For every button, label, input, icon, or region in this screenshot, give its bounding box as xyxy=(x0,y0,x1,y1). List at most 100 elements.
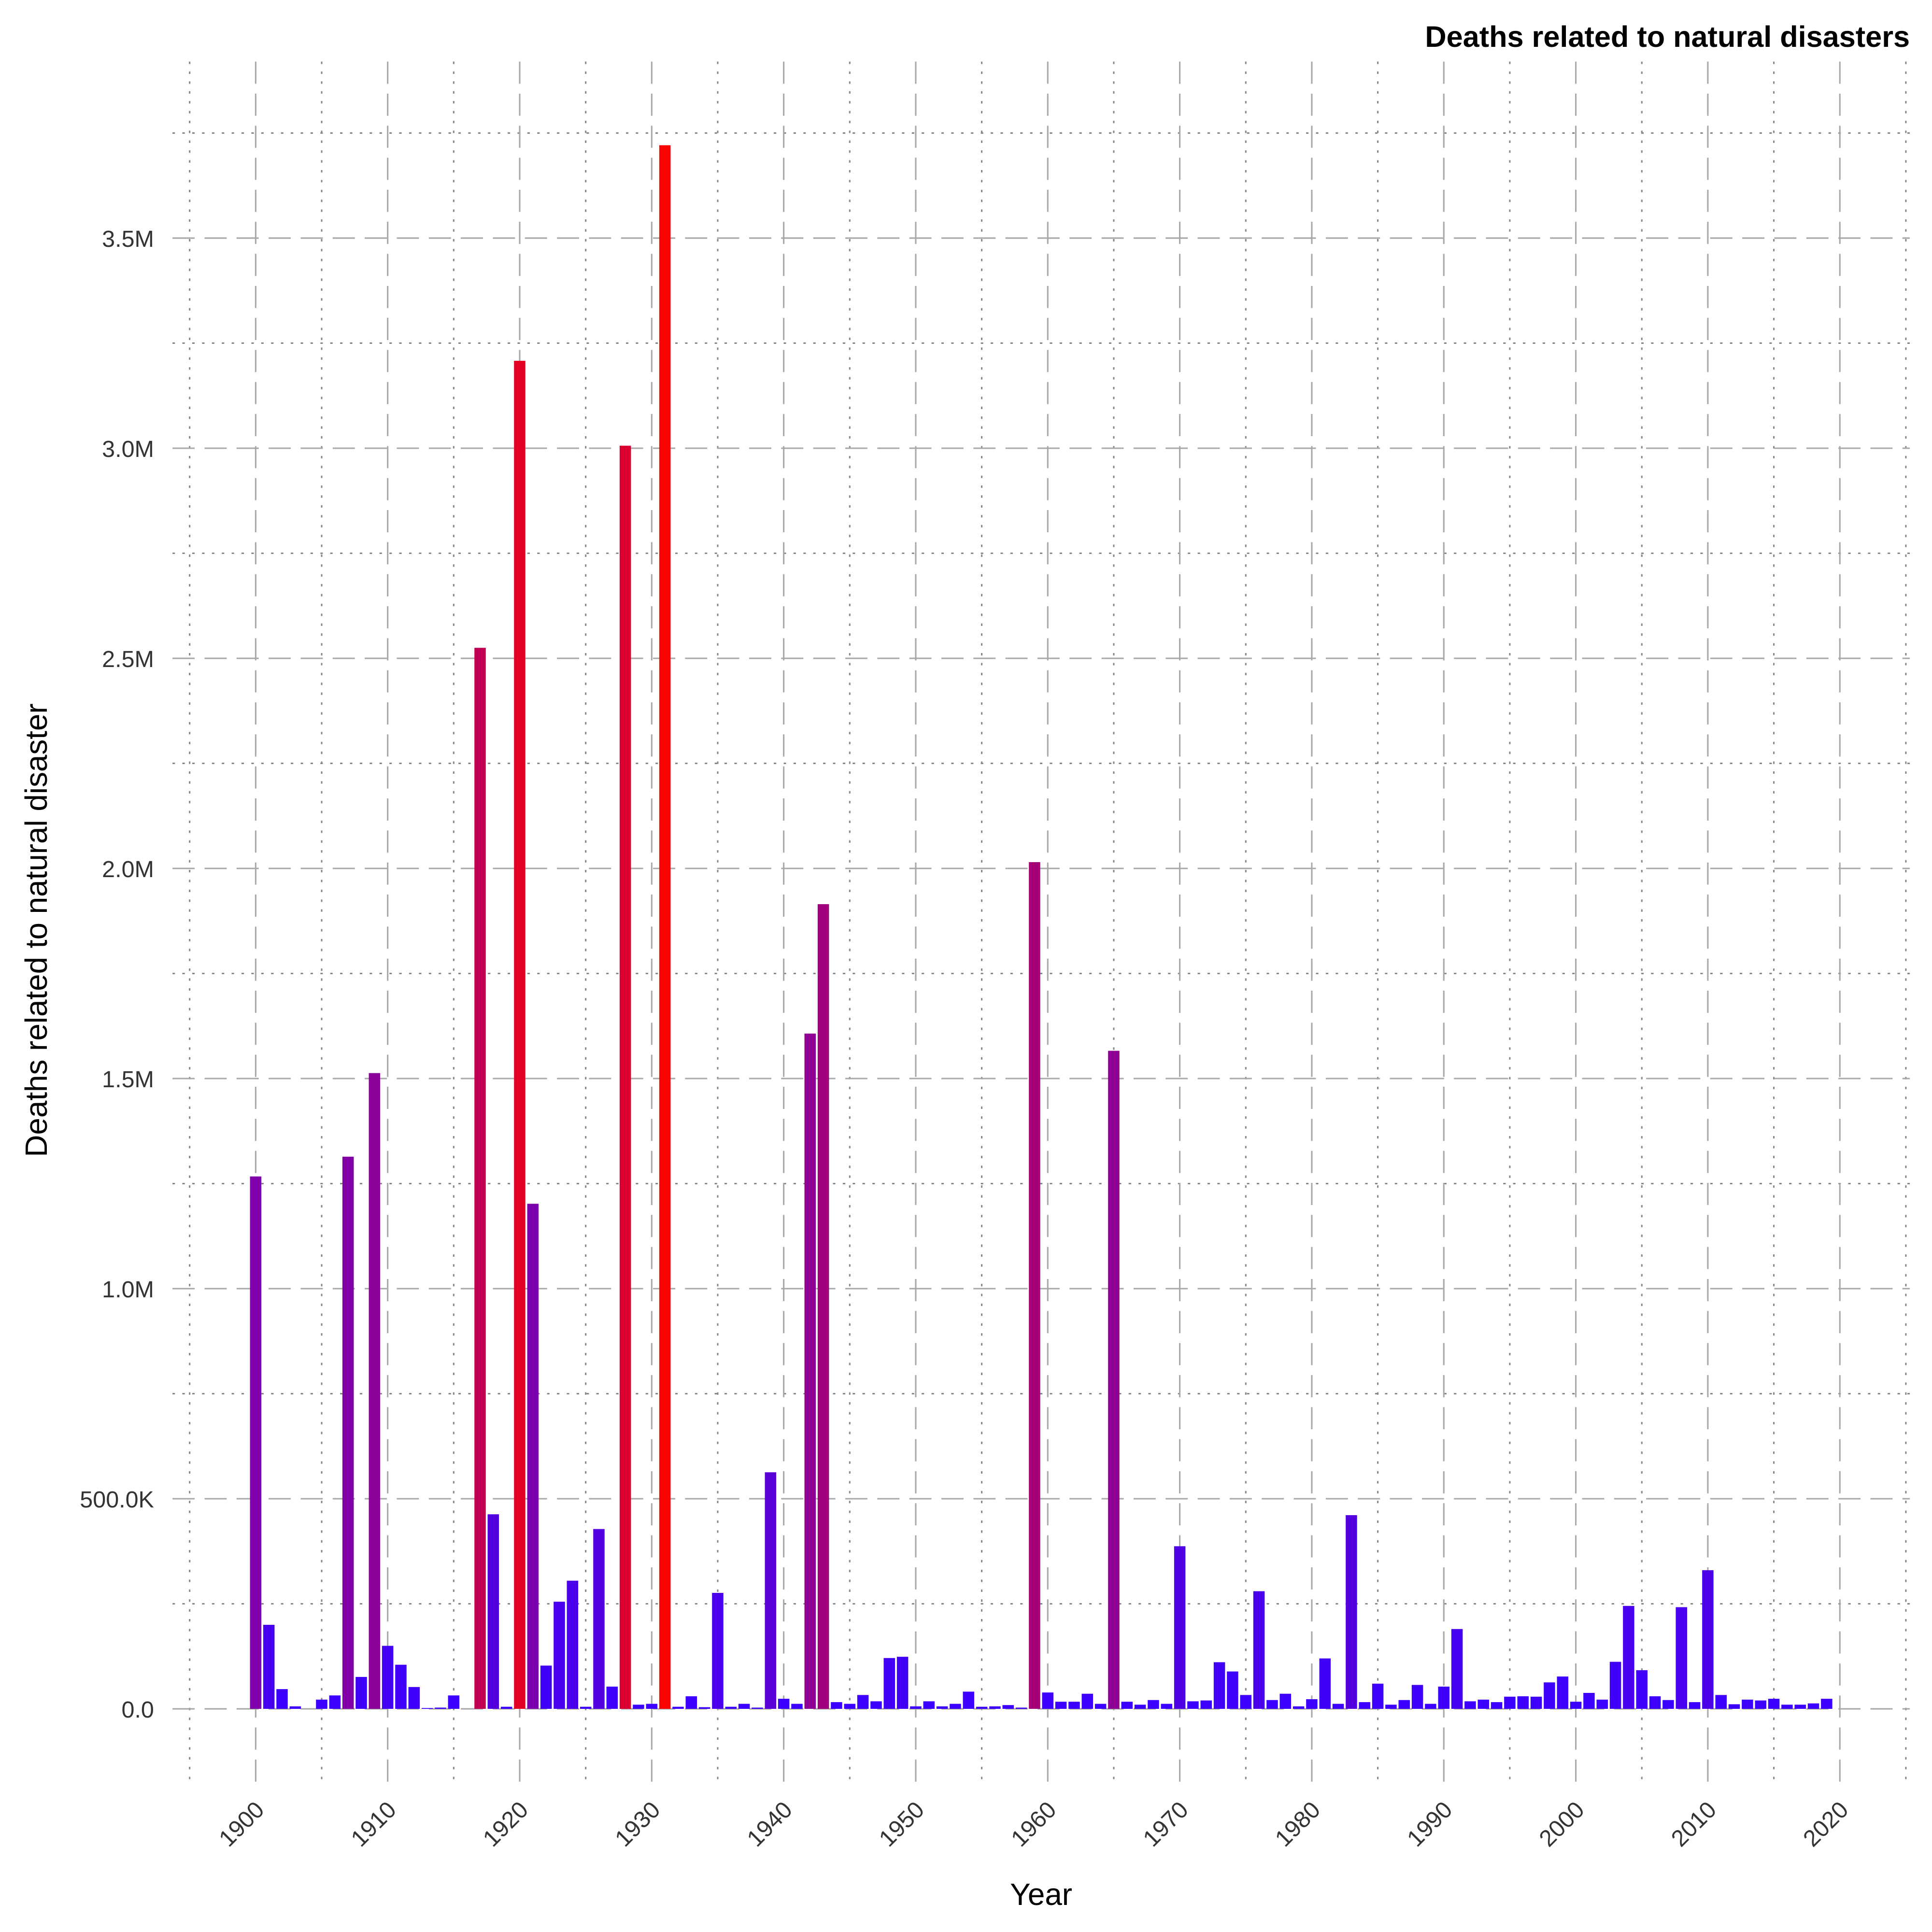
bar xyxy=(408,1687,420,1709)
bar xyxy=(712,1592,724,1709)
bar xyxy=(659,145,671,1709)
bar xyxy=(1042,1692,1054,1709)
x-tick-label: 1990 xyxy=(1402,1797,1457,1852)
bar xyxy=(382,1646,394,1709)
bar xyxy=(791,1704,803,1709)
bar xyxy=(1200,1700,1212,1709)
bar xyxy=(1477,1699,1489,1709)
bar xyxy=(1794,1705,1806,1709)
y-tick-label: 0.0 xyxy=(122,1697,154,1723)
bar xyxy=(936,1706,948,1709)
x-tick-label: 1980 xyxy=(1270,1797,1325,1852)
x-tick-label: 2020 xyxy=(1798,1797,1853,1852)
bar xyxy=(474,648,486,1709)
bar xyxy=(1596,1699,1608,1709)
bar xyxy=(1293,1706,1305,1709)
bar xyxy=(1068,1702,1080,1709)
bar xyxy=(1807,1703,1819,1709)
x-tick-label: 2010 xyxy=(1666,1797,1721,1852)
bar xyxy=(1728,1704,1740,1709)
bar xyxy=(355,1676,367,1709)
bars xyxy=(250,145,1833,1709)
bar xyxy=(1359,1702,1371,1709)
bar xyxy=(1583,1692,1595,1709)
bar xyxy=(1570,1702,1582,1709)
bar xyxy=(342,1156,354,1709)
bar xyxy=(1464,1701,1476,1709)
bar xyxy=(1174,1546,1186,1709)
bar xyxy=(1557,1676,1568,1709)
x-tick-label: 1910 xyxy=(346,1797,401,1852)
bar xyxy=(500,1706,512,1709)
bar xyxy=(1636,1670,1648,1709)
bar xyxy=(1438,1686,1450,1709)
bar xyxy=(1385,1705,1397,1709)
bar xyxy=(1266,1700,1278,1709)
x-tick-label: 1900 xyxy=(214,1797,269,1852)
bar xyxy=(1213,1662,1225,1709)
bar xyxy=(725,1706,737,1709)
bar xyxy=(1372,1683,1384,1709)
x-tick-label: 1950 xyxy=(874,1797,929,1852)
bar xyxy=(752,1707,763,1709)
y-tick-label: 2.0M xyxy=(102,856,154,882)
bar xyxy=(1451,1629,1463,1709)
bar xyxy=(1689,1702,1701,1709)
bar xyxy=(1504,1696,1516,1709)
bar xyxy=(857,1695,869,1709)
bar xyxy=(1081,1693,1094,1709)
bar xyxy=(817,904,829,1709)
y-tick-label: 500.0K xyxy=(80,1487,154,1513)
bar xyxy=(989,1706,1001,1709)
bar xyxy=(950,1704,961,1709)
bar xyxy=(435,1707,446,1709)
bar xyxy=(1227,1671,1238,1709)
bar xyxy=(1094,1704,1107,1709)
bar xyxy=(1134,1705,1146,1709)
y-tick-label: 3.0M xyxy=(102,436,154,462)
bar xyxy=(1398,1700,1410,1709)
bar xyxy=(633,1705,644,1709)
bar xyxy=(1055,1702,1067,1709)
bar xyxy=(1821,1699,1833,1709)
bar xyxy=(619,445,631,1709)
grid: 0.0 500.0K 1.0M 1.5M 2.0M 2.5M 3.0M 3.5M 1900 191… xyxy=(80,61,1910,1852)
chart-title: Deaths related to natural disasters xyxy=(1425,20,1910,53)
bar xyxy=(923,1701,935,1709)
bar xyxy=(1676,1607,1687,1709)
bar xyxy=(1306,1699,1318,1709)
bar xyxy=(1623,1605,1634,1709)
bar xyxy=(1108,1051,1120,1709)
bar xyxy=(606,1686,618,1709)
bar xyxy=(1253,1591,1265,1709)
bar xyxy=(1609,1662,1621,1709)
x-axis-title: Year xyxy=(1010,1877,1072,1912)
bar xyxy=(910,1706,922,1709)
bar xyxy=(844,1704,856,1709)
x-tick-label: 2000 xyxy=(1534,1797,1589,1852)
bar xyxy=(672,1706,684,1709)
bar xyxy=(1411,1685,1423,1709)
bar xyxy=(1279,1693,1292,1709)
bar xyxy=(738,1704,750,1709)
bar xyxy=(976,1706,988,1709)
bar xyxy=(421,1708,433,1709)
y-axis-title: Deaths related to natural disaster xyxy=(19,703,54,1157)
bar xyxy=(1161,1704,1173,1709)
bar xyxy=(1755,1700,1766,1709)
bar xyxy=(527,1204,539,1709)
bar xyxy=(250,1176,262,1709)
bar xyxy=(329,1695,341,1709)
bar xyxy=(395,1664,407,1709)
bar xyxy=(448,1695,460,1709)
y-tick-label: 3.5M xyxy=(102,226,154,252)
bar xyxy=(1240,1695,1252,1709)
x-tick-label: 1960 xyxy=(1006,1797,1061,1852)
y-tick-label: 1.0M xyxy=(102,1277,154,1303)
x-tick-label: 1920 xyxy=(478,1797,533,1852)
x-tick-label: 1970 xyxy=(1138,1797,1193,1852)
bar xyxy=(1781,1705,1793,1709)
bar xyxy=(1768,1699,1780,1709)
bar xyxy=(765,1472,777,1709)
